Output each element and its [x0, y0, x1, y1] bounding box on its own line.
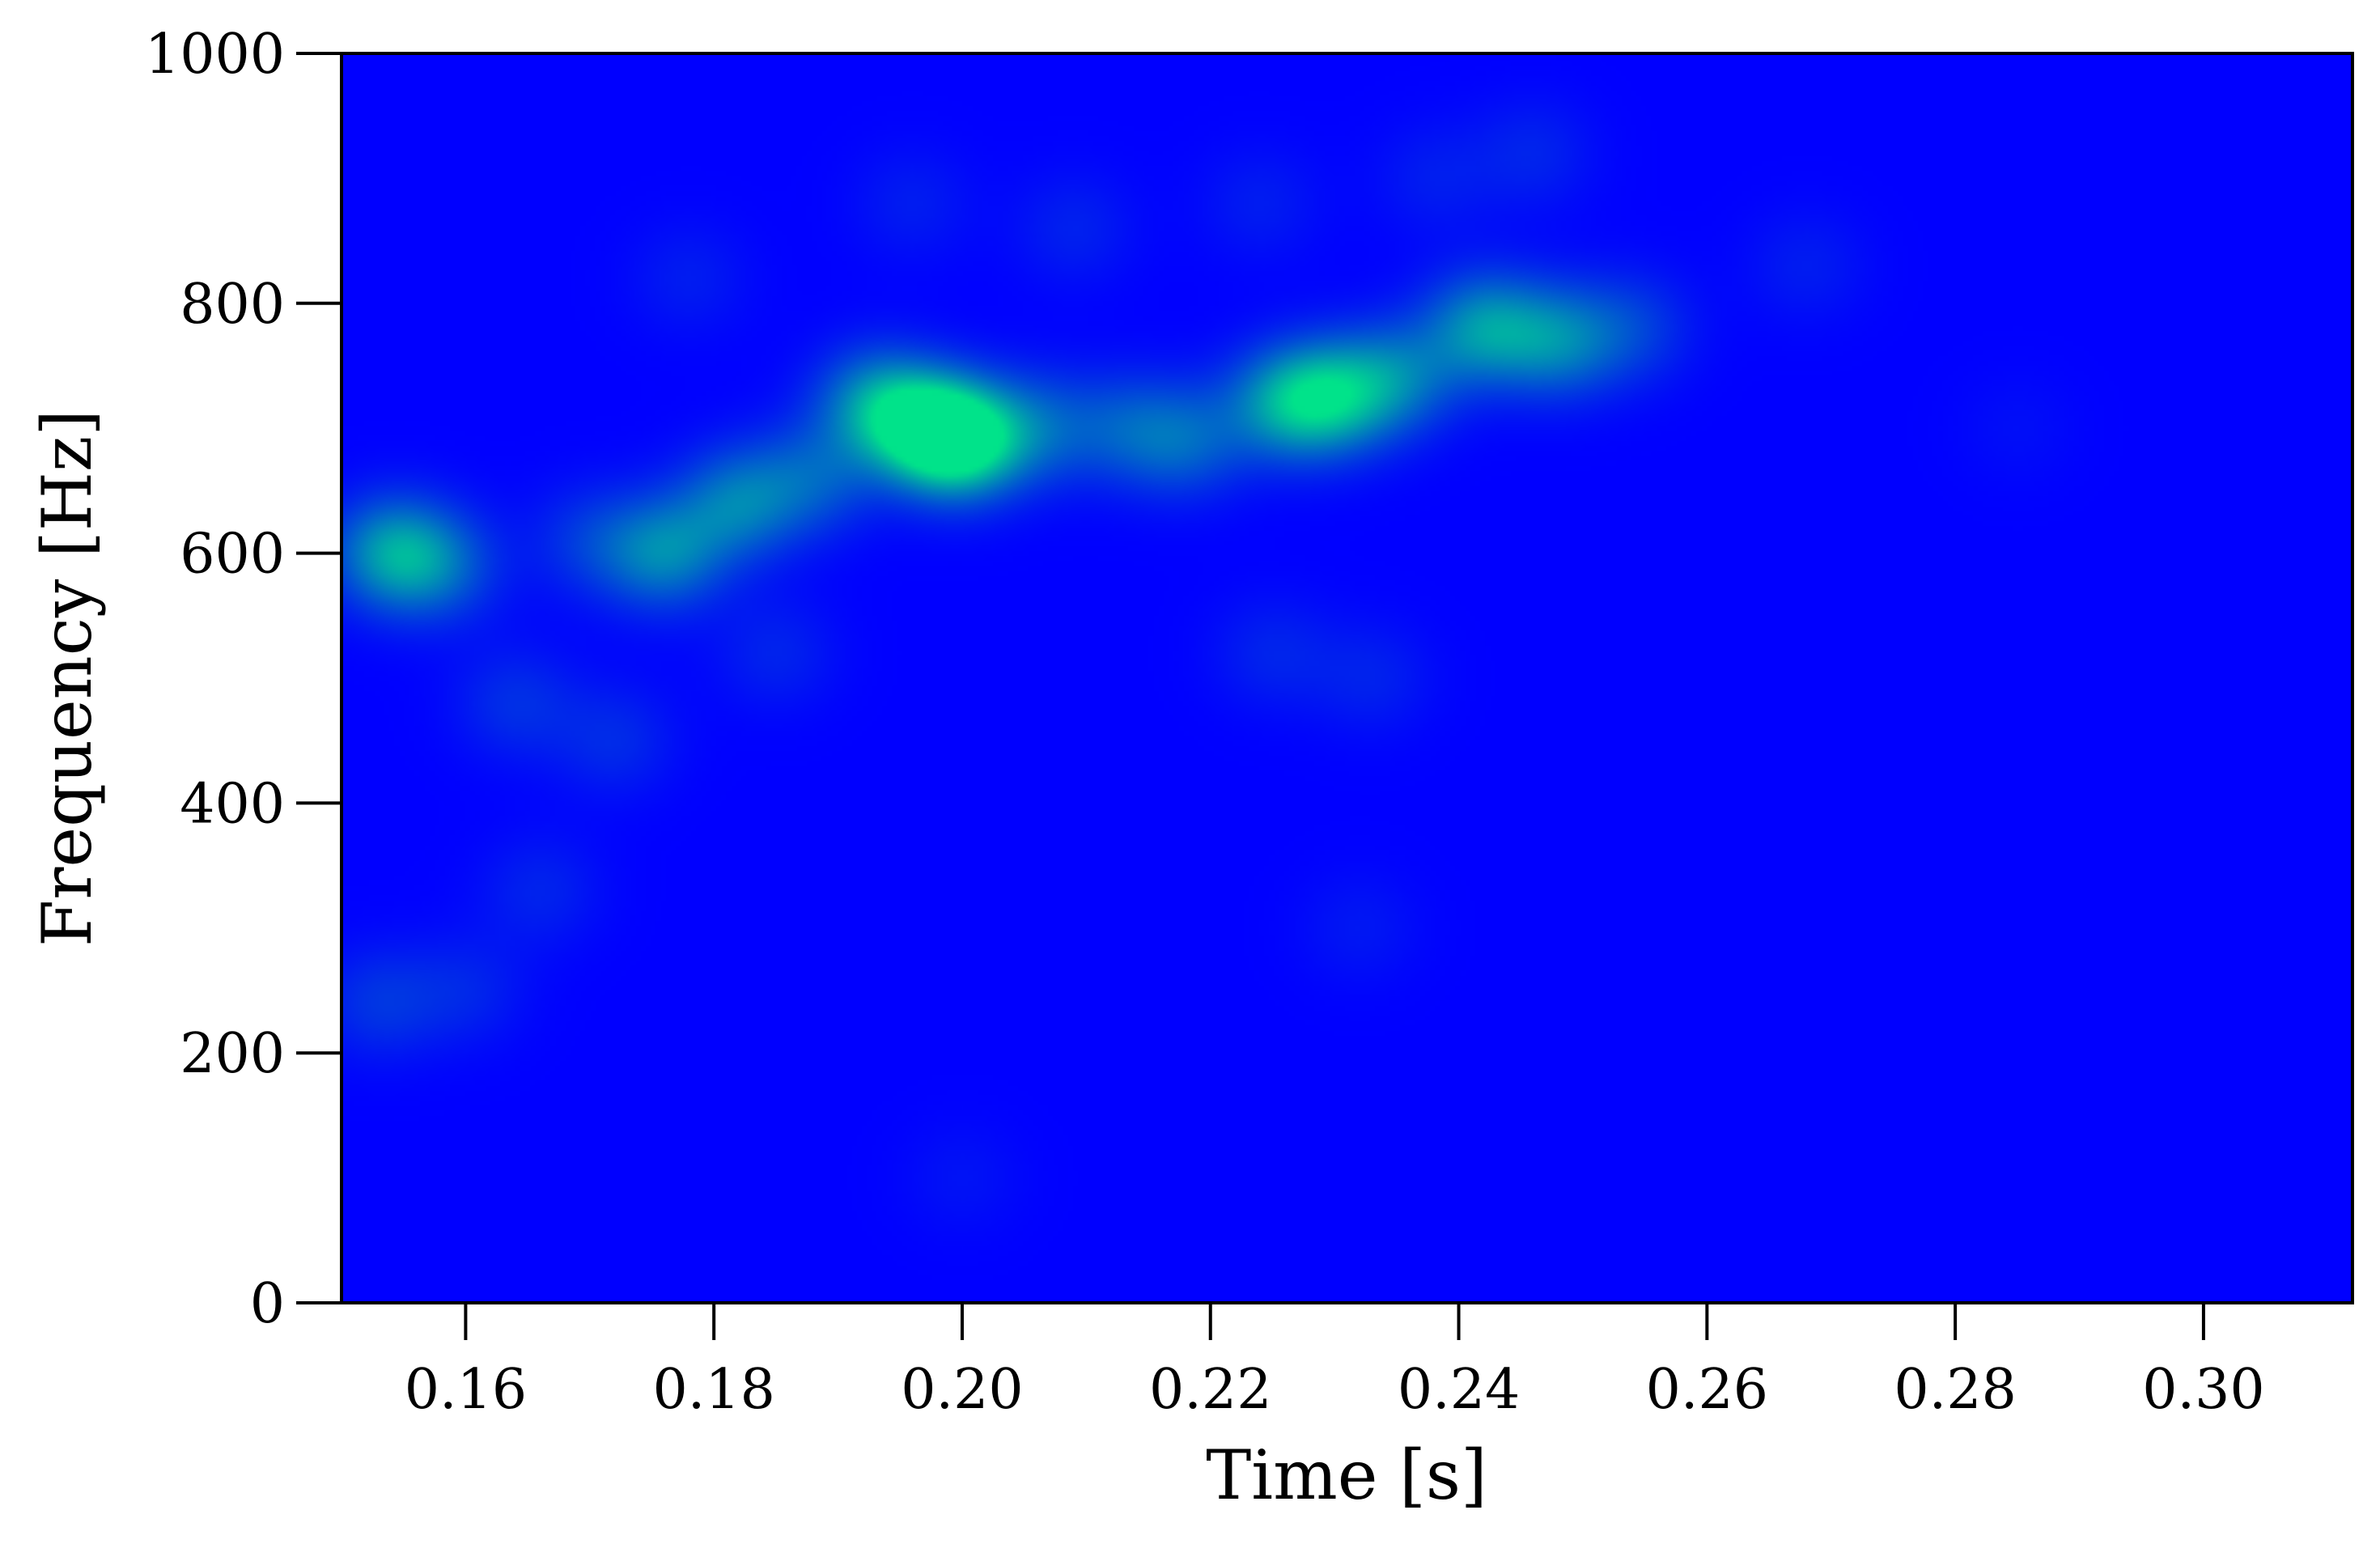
y-axis-title: Frequency [Hz] [28, 409, 107, 947]
y-tick-label: 1000 [145, 23, 285, 87]
x-tick-label: 0.18 [652, 1358, 774, 1422]
x-axis-title: Time [s] [1206, 1436, 1487, 1515]
plot-frame [340, 52, 2354, 1304]
heatmap-image [342, 53, 2352, 1303]
y-tick-label: 400 [180, 772, 285, 836]
x-tick-label: 0.24 [1398, 1358, 1520, 1422]
plot-area [342, 53, 2352, 1303]
x-tick-label: 0.16 [405, 1358, 527, 1422]
y-tick-label: 800 [180, 273, 285, 337]
y-tick-label: 600 [180, 523, 285, 587]
y-tick-label: 0 [250, 1272, 285, 1336]
x-tick-label: 0.20 [901, 1358, 1023, 1422]
y-axis: 0 200 400 600 800 1000 [145, 23, 342, 1336]
x-tick-label: 0.22 [1149, 1358, 1271, 1422]
x-axis: 0.16 0.18 0.20 0.22 0.24 0.26 0.28 0.30 [405, 1303, 2265, 1422]
y-tick-label: 200 [180, 1022, 285, 1086]
x-tick-label: 0.30 [2142, 1358, 2264, 1422]
x-tick-label: 0.26 [1646, 1358, 1768, 1422]
x-tick-label: 0.28 [1894, 1358, 2016, 1422]
